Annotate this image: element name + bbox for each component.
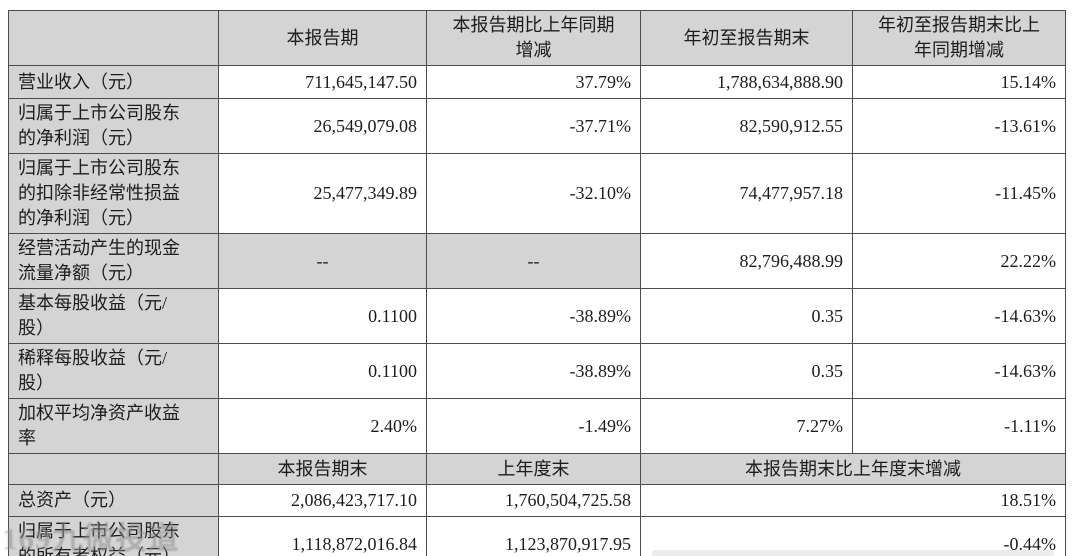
cell-ytd: 7.27% (640, 398, 853, 454)
cell-ytd: 1,788,634,888.90 (640, 65, 853, 99)
cell-period-end: 1,118,872,016.84 (218, 516, 427, 556)
financial-summary-table: 本报告期 本报告期比上年同期 增减 年初至报告期末 年初至报告期末比上 年同期增… (8, 10, 1066, 556)
table-row-basic-eps: 基本每股收益（元/ 股） 0.1100 -38.89% 0.35 -14.63% (8, 288, 1066, 344)
table-row-revenue: 营业收入（元） 711,645,147.50 37.79% 1,788,634,… (8, 65, 1066, 99)
corner-cell (8, 10, 219, 66)
row-label: 营业收入（元） (8, 65, 219, 99)
table-row-net-profit-excl-nonrecurring: 归属于上市公司股东 的扣除非经常性损益 的净利润（元） 25,477,349.8… (8, 153, 1066, 234)
cell-change: 18.51% (640, 484, 1066, 517)
row-label: 稀释每股收益（元/ 股） (8, 343, 219, 399)
cell-ytd-yoy: -14.63% (852, 288, 1066, 344)
row-label: 归属于上市公司股东 的扣除非经常性损益 的净利润（元） (8, 153, 219, 234)
header-change-vs-prior-year-end: 本报告期末比上年度末增减 (640, 453, 1066, 485)
cell-current-period: 25,477,349.89 (218, 153, 427, 234)
cell-ytd-yoy: 22.22% (852, 233, 1066, 289)
cell-current-period: 711,645,147.50 (218, 65, 427, 99)
cell-current-yoy: -- (426, 233, 641, 289)
header-current-period: 本报告期 (218, 10, 427, 66)
cell-ytd-yoy: -13.61% (852, 98, 1066, 154)
cell-current-yoy: -32.10% (426, 153, 641, 234)
cell-prior-year-end: 1,760,504,725.58 (426, 484, 641, 517)
row-label: 经营活动产生的现金 流量净额（元） (8, 233, 219, 289)
cell-current-yoy: -38.89% (426, 343, 641, 399)
cell-ytd: 0.35 (640, 288, 853, 344)
cell-current-period: 0.1100 (218, 343, 427, 399)
table-row-total-assets: 总资产（元） 2,086,423,717.10 1,760,504,725.58… (8, 484, 1066, 517)
header-row-periods: 本报告期 本报告期比上年同期 增减 年初至报告期末 年初至报告期末比上 年同期增… (8, 10, 1066, 66)
table-row-weighted-avg-roe: 加权平均净资产收益 率 2.40% -1.49% 7.27% -1.11% (8, 398, 1066, 454)
cell-current-period: 0.1100 (218, 288, 427, 344)
table-row-diluted-eps: 稀释每股收益（元/ 股） 0.1100 -38.89% 0.35 -14.63% (8, 343, 1066, 399)
header-current-yoy-change: 本报告期比上年同期 增减 (426, 10, 641, 66)
row-label: 总资产（元） (8, 484, 219, 517)
cell-ytd-yoy: -1.11% (852, 398, 1066, 454)
cell-current-period: 2.40% (218, 398, 427, 454)
cell-prior-year-end: 1,123,870,917.95 (426, 516, 641, 556)
cell-current-yoy: -37.71% (426, 98, 641, 154)
cell-ytd: 0.35 (640, 343, 853, 399)
row-label: 归属于上市公司股东 的净利润（元） (8, 98, 219, 154)
cell-ytd: 74,477,957.18 (640, 153, 853, 234)
row-label: 归属于上市公司股东 的所有者权益（元） (8, 516, 219, 556)
cell-ytd-yoy: -11.45% (852, 153, 1066, 234)
cell-current-yoy: 37.79% (426, 65, 641, 99)
header-row-balance: 本报告期末 上年度末 本报告期末比上年度末增减 (8, 453, 1066, 485)
cell-current-period: 26,549,079.08 (218, 98, 427, 154)
header-ytd: 年初至报告期末 (640, 10, 853, 66)
header-ytd-yoy-change: 年初至报告期末比上 年同期增减 (852, 10, 1066, 66)
table-row-net-profit: 归属于上市公司股东 的净利润（元） 26,549,079.08 -37.71% … (8, 98, 1066, 154)
cell-ytd-yoy: -14.63% (852, 343, 1066, 399)
cell-change: -0.44% (640, 516, 1066, 556)
table-row-operating-cash-flow: 经营活动产生的现金 流量净额（元） -- -- 82,796,488.99 22… (8, 233, 1066, 289)
cell-ytd: 82,590,912.55 (640, 98, 853, 154)
cell-current-yoy: -38.89% (426, 288, 641, 344)
cell-ytd-yoy: 15.14% (852, 65, 1066, 99)
cell-period-end: 2,086,423,717.10 (218, 484, 427, 517)
header-prior-year-end: 上年度末 (426, 453, 641, 485)
corner-cell (8, 453, 219, 485)
header-period-end: 本报告期末 (218, 453, 427, 485)
row-label: 基本每股收益（元/ 股） (8, 288, 219, 344)
cell-ytd: 82,796,488.99 (640, 233, 853, 289)
row-label: 加权平均净资产收益 率 (8, 398, 219, 454)
cell-current-period: -- (218, 233, 427, 289)
table-row-equity: 归属于上市公司股东 的所有者权益（元） 1,118,872,016.84 1,1… (8, 516, 1066, 556)
cell-current-yoy: -1.49% (426, 398, 641, 454)
artifact-smudge (652, 550, 1054, 556)
